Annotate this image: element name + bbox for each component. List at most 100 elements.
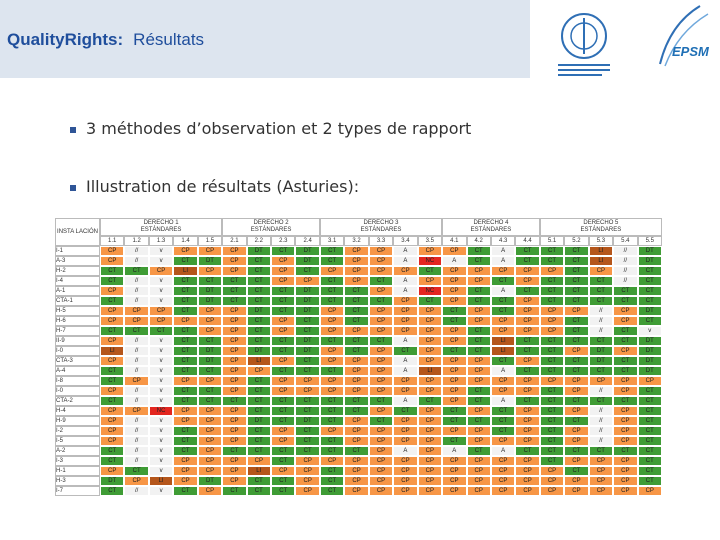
result-cell: LI [490, 336, 516, 346]
result-cell: CP [319, 356, 345, 366]
result-cell: CP [271, 266, 296, 276]
result-cell: CP [368, 466, 394, 476]
result-cell: CP [564, 486, 589, 496]
result-cell: CT [246, 376, 272, 386]
result-cell: CT [466, 246, 491, 256]
result-cell: CP [319, 316, 345, 326]
result-cell: v [148, 446, 174, 456]
result-cell: CP [417, 416, 443, 426]
result-cell: A [442, 446, 467, 456]
result-cell: DT [637, 306, 662, 316]
result-cell: v [148, 466, 174, 476]
result-cell: v [148, 286, 174, 296]
result-cell: CP [539, 466, 565, 476]
result-cell: CP [490, 376, 516, 386]
result-cell: // [124, 276, 149, 286]
column-header: 3.2 [344, 236, 369, 246]
result-cell: CT [393, 406, 418, 416]
result-cell: CP [417, 426, 443, 436]
result-cell: A [490, 246, 516, 256]
result-cell: DT [197, 256, 223, 266]
result-cell: CT [173, 486, 198, 496]
result-cell: // [588, 326, 614, 336]
result-cell: CP [417, 246, 443, 256]
result-cell: CP [613, 416, 638, 426]
result-cell: CP [295, 276, 320, 286]
result-cell: CT [613, 446, 638, 456]
group-sub: ESTÁNDARES [470, 227, 512, 233]
result-cell: CP [515, 466, 540, 476]
result-cell: CT [246, 486, 272, 496]
result-cell: CT [344, 296, 369, 306]
result-cell: CP [100, 406, 125, 416]
result-cell: CP [197, 446, 223, 456]
result-cell: CP [564, 406, 589, 416]
result-cell: CT [124, 326, 149, 336]
result-cell: CP [515, 356, 540, 366]
result-cell: CP [466, 266, 491, 276]
result-cell: CT [564, 246, 589, 256]
result-cell: CT [100, 376, 125, 386]
result-cell: CT [173, 286, 198, 296]
result-cell: DT [588, 346, 614, 356]
result-cell: CP [442, 336, 467, 346]
result-cell: CT [295, 266, 320, 276]
result-cell: CP [490, 436, 516, 446]
result-cell: CT [515, 396, 540, 406]
group-header: DERECHO 2 ESTÁNDARES [222, 218, 320, 236]
result-cell: // [588, 436, 614, 446]
result-cell: LI [490, 346, 516, 356]
result-cell: // [124, 436, 149, 446]
result-cell: CP [393, 316, 418, 326]
result-cell: CP [222, 306, 247, 316]
result-cell: CT [295, 366, 320, 376]
result-cell: CP [417, 456, 443, 466]
group-header: DERECHO 1 ESTÁNDARES [100, 218, 223, 236]
result-cell: CT [295, 326, 320, 336]
result-cell: CT [564, 266, 589, 276]
result-cell: CT [344, 406, 369, 416]
result-cell: CT [393, 346, 418, 356]
result-cell: CP [197, 406, 223, 416]
result-cell: CP [197, 246, 223, 256]
row-label: I-5 [55, 436, 100, 446]
result-cell: CT [588, 286, 614, 296]
result-cell: CP [588, 376, 614, 386]
result-cell: CT [515, 446, 540, 456]
result-cell: CT [539, 256, 565, 266]
result-cell: CT [588, 446, 614, 456]
result-cell: CP [100, 466, 125, 476]
result-cell: CT [637, 456, 662, 466]
result-cell: CP [466, 356, 491, 366]
result-cell: DT [637, 336, 662, 346]
result-cell: CP [173, 476, 198, 486]
result-cell: // [124, 356, 149, 366]
result-cell: CT [319, 286, 345, 296]
result-cell: CP [368, 316, 394, 326]
result-cell: CT [319, 246, 345, 256]
result-cell: v [148, 366, 174, 376]
result-cell: CP [344, 266, 369, 276]
result-cell: CP [393, 306, 418, 316]
row-label: H-5 [55, 306, 100, 316]
row-label: H-3 [55, 476, 100, 486]
result-cell: CP [588, 486, 614, 496]
result-cell: CT [637, 476, 662, 486]
result-cell: CP [466, 476, 491, 486]
result-cell: CP [417, 276, 443, 286]
result-cell: CT [319, 466, 345, 476]
result-cell: CP [588, 266, 614, 276]
result-cell: CP [197, 436, 223, 446]
result-cell: CT [100, 366, 125, 376]
result-cell: CP [222, 336, 247, 346]
result-cell: CP [417, 356, 443, 366]
result-cell: CT [173, 366, 198, 376]
result-cell: CP [344, 486, 369, 496]
row-label: I-2 [55, 426, 100, 436]
result-cell: CT [442, 346, 467, 356]
column-header: 1.2 [124, 236, 149, 246]
result-cell: CP [344, 376, 369, 386]
result-cell: CP [100, 316, 125, 326]
result-cell: CP [124, 306, 149, 316]
result-cell: // [124, 346, 149, 356]
